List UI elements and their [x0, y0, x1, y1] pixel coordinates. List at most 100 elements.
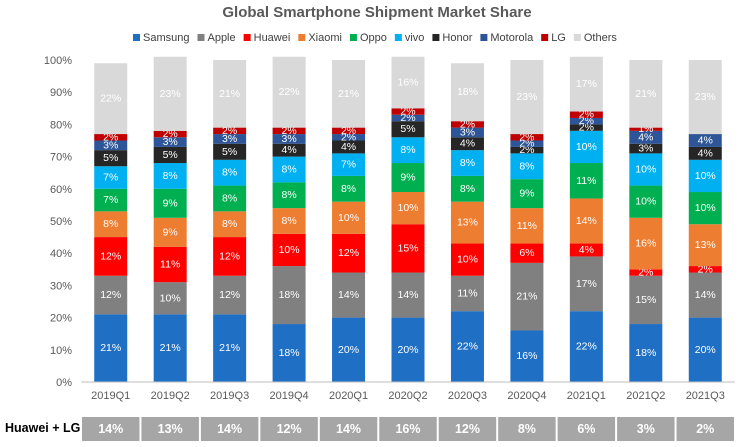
bar-label-huawei: 11% [160, 258, 180, 270]
bar-label-huawei: 10% [457, 254, 478, 266]
bar-label-motorola: 3% [460, 126, 475, 138]
bar-segment-vivo [450, 150, 484, 176]
bar-label-vivo: 10% [695, 170, 716, 182]
bar-segment-lg [391, 108, 425, 115]
bar-segment-vivo [629, 153, 663, 186]
legend: Samsung Apple Huawei Xiaomi Oppo vivo Honor Mot… [133, 32, 617, 44]
bar-label-xiaomi: 16% [635, 238, 656, 250]
bar-label-samsung: 18% [635, 347, 656, 359]
bar-segment-motorola [213, 134, 247, 144]
bar-segment-vivo [391, 137, 425, 164]
legend-swatch-samsung [133, 34, 140, 41]
bar-label-motorola: 3% [222, 133, 237, 145]
bar-segment-xiaomi [450, 201, 484, 244]
bar-segment-huawei [391, 224, 425, 273]
bar-label-oppo: 8% [281, 189, 296, 201]
bottom-row-value: 14% [217, 422, 242, 436]
bar-label-honor: 4% [698, 147, 713, 159]
legend-label-apple: Apple [207, 32, 235, 44]
bar-label-honor: 4% [341, 141, 356, 153]
bar-segment-oppo [450, 175, 484, 202]
legend-label-honor: Honor [442, 32, 472, 44]
x-tick-label: 2019Q3 [210, 390, 249, 402]
bar-label-huawei: 6% [519, 247, 534, 259]
bottom-row-value: 14% [336, 422, 361, 436]
bar-label-oppo: 10% [695, 202, 716, 214]
bar-label-honor: 5% [103, 152, 118, 164]
y-tick-label: 70% [50, 152, 72, 164]
bar-label-oppo: 8% [341, 183, 356, 195]
bar-segment-oppo [629, 185, 663, 218]
bar-segment-samsung [450, 311, 484, 382]
bar-segment-huawei [688, 266, 722, 273]
bar-label-others: 21% [338, 88, 359, 100]
bar-segment-huawei [153, 246, 187, 283]
bar-segment-others [629, 60, 663, 128]
bar-label-lg: 2% [579, 109, 594, 121]
bottom-row: 14% 13% 14% 12% 14% 16% 12% 8% 6% 3% 2% [82, 417, 734, 441]
bar-segment-honor [391, 121, 425, 138]
bar-segment-lg [450, 121, 484, 128]
bar-segment-vivo [569, 130, 603, 164]
bar-segment-others [153, 56, 187, 131]
bar-label-vivo: 8% [222, 167, 237, 179]
bar-label-samsung: 18% [279, 347, 300, 359]
bar-segment-apple [272, 266, 306, 325]
bar-label-huawei: 2% [638, 267, 653, 279]
bar-segment-oppo [94, 188, 128, 212]
bar-segment-lg [153, 130, 187, 138]
bottom-row-value: 14% [98, 422, 123, 436]
bar-segment-motorola [94, 140, 128, 151]
bar-label-apple: 14% [397, 289, 418, 301]
bar-label-others: 17% [576, 78, 597, 90]
bar-segment-apple [569, 256, 603, 312]
legend-label-xiaomi: Xiaomi [308, 32, 342, 44]
bar-label-huawei: 4% [579, 244, 594, 256]
bar-segment-motorola [688, 134, 722, 147]
bar-segment-xiaomi [213, 211, 247, 238]
bar-segment-motorola [450, 127, 484, 138]
bar-label-others: 23% [160, 88, 181, 100]
bar-segment-huawei [510, 243, 544, 263]
legend-label-huawei: Huawei [254, 32, 291, 44]
y-tick-label: 20% [50, 313, 72, 325]
bar-label-motorola: 3% [281, 133, 296, 145]
bar-label-xiaomi: 13% [457, 217, 478, 229]
bar-segment-apple [332, 272, 366, 318]
bar-label-others: 22% [100, 93, 121, 105]
bar-label-vivo: 10% [635, 163, 656, 175]
bar-label-vivo: 7% [341, 159, 356, 171]
bar-label-samsung: 22% [576, 341, 597, 353]
bar-label-vivo: 10% [576, 141, 597, 153]
bar-label-apple: 18% [279, 289, 300, 301]
bottom-row-value: 3% [637, 422, 655, 436]
bottom-row-value: 6% [577, 422, 595, 436]
legend-swatch-lg [541, 34, 549, 41]
x-tick-label: 2021Q3 [686, 390, 725, 402]
bar-segment-xiaomi [153, 217, 187, 247]
bar-segment-huawei [450, 243, 484, 276]
bar-segment-samsung [332, 317, 366, 382]
bar-segment-lg [629, 127, 663, 131]
legend-label-motorola: Motorola [490, 32, 534, 44]
bar-segment-oppo [213, 185, 247, 212]
bottom-row-cell [379, 417, 437, 441]
legend-swatch-huawei [243, 34, 251, 41]
bar-label-oppo: 10% [635, 196, 656, 208]
bar-label-others: 18% [457, 86, 478, 98]
bar-segment-honor [94, 150, 128, 167]
bar-label-xiaomi: 13% [695, 239, 716, 251]
bar-segment-oppo [272, 182, 306, 209]
bar-segment-xiaomi [391, 192, 425, 225]
bar-segment-apple [510, 262, 544, 331]
bar-label-honor: 5% [400, 123, 415, 135]
bar-segment-samsung [510, 330, 544, 382]
bar-segment-lg [332, 127, 366, 135]
x-tick-label: 2021Q1 [567, 390, 606, 402]
bar-label-lg: 2% [341, 125, 356, 137]
y-tick-label: 40% [50, 248, 72, 260]
bar-label-apple: 12% [219, 289, 240, 301]
bar-segment-others [510, 60, 544, 135]
bar-label-xiaomi: 8% [281, 215, 296, 227]
